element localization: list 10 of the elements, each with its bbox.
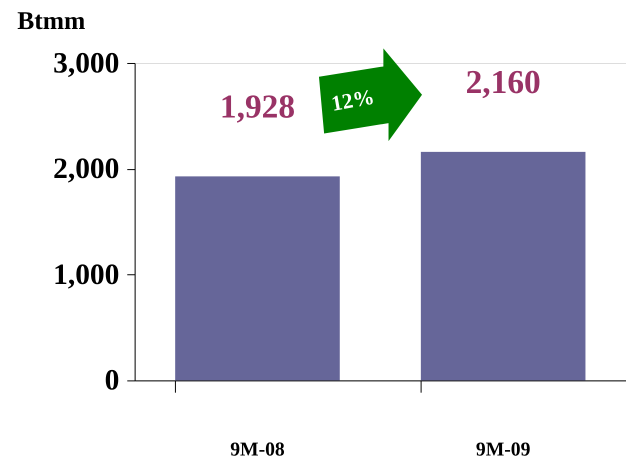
y-tick-label: 2,000 [53,153,120,186]
y-tick-label: 0 [104,364,120,397]
y-tick-label: 3,000 [53,47,120,80]
data-label: 2,160 [466,64,541,101]
y-axis-title: Btmm [17,6,86,36]
annotation: 12% [329,84,376,116]
x-tick-label: 9M-08 [230,438,285,461]
y-tick-label: 1,000 [53,258,120,291]
x-tick-label: 9M-09 [476,438,531,461]
data-label: 1,928 [220,88,296,126]
